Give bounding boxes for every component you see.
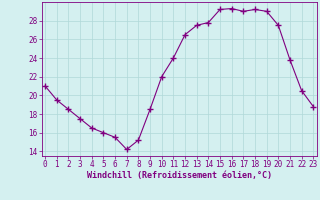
X-axis label: Windchill (Refroidissement éolien,°C): Windchill (Refroidissement éolien,°C) [87, 171, 272, 180]
